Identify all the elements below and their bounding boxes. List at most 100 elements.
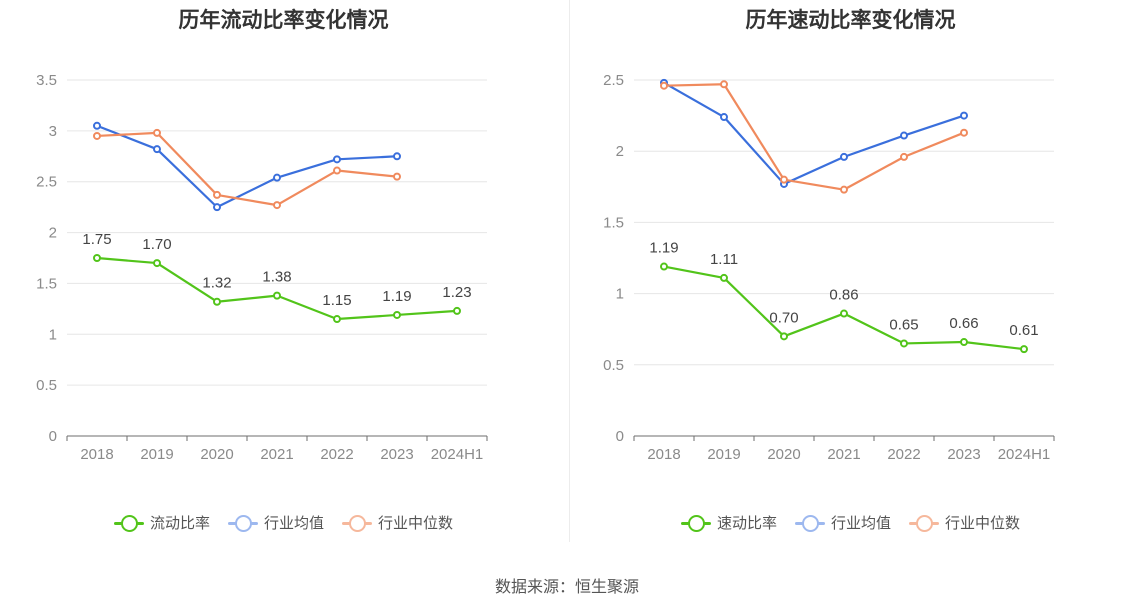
legend-item[interactable]: 行业均值 [227, 512, 324, 533]
x-tick-label: 2022 [887, 446, 920, 463]
data-point [900, 339, 908, 348]
data-label: 0.66 [949, 315, 978, 332]
data-point [333, 155, 341, 164]
data-point [93, 121, 101, 130]
data-point [840, 152, 848, 161]
y-tick-label: 1 [616, 286, 624, 303]
y-tick-label: 1.5 [36, 275, 57, 292]
data-label: 1.19 [382, 288, 411, 305]
data-point [393, 152, 401, 161]
data-point [900, 152, 908, 161]
y-tick-label: 0 [616, 428, 624, 445]
data-point [960, 111, 968, 120]
legend-item[interactable]: 速动比率 [680, 512, 777, 533]
x-tick-label: 2023 [380, 446, 413, 463]
data-point [273, 173, 281, 182]
y-tick-label: 1 [49, 326, 57, 343]
data-point [153, 259, 161, 268]
data-label: 1.38 [262, 269, 291, 286]
data-label: 0.86 [829, 287, 858, 304]
legend-item[interactable]: 行业中位数 [909, 512, 1020, 533]
x-tick-label: 2022 [320, 446, 353, 463]
data-point [393, 172, 401, 181]
data-point [213, 203, 221, 212]
data-point [333, 166, 341, 175]
data-label: 0.61 [1009, 322, 1038, 339]
y-tick-label: 3 [49, 123, 57, 140]
x-tick-label: 2020 [767, 446, 800, 463]
panel-divider [569, 0, 570, 542]
data-label: 1.19 [649, 240, 678, 257]
data-point [273, 291, 281, 300]
data-label: 1.15 [322, 292, 351, 309]
data-label: 0.70 [769, 309, 798, 326]
data-point [213, 190, 221, 199]
data-point [453, 306, 461, 315]
current-ratio-panel: 历年流动比率变化情况 0 0.5 1 1.5 2 2.5 3 3.5 2018 2019 2020 2… [0, 0, 567, 560]
data-point [960, 128, 968, 137]
data-point [720, 80, 728, 89]
data-point [273, 201, 281, 210]
x-tick-label: 2019 [140, 446, 173, 463]
data-point [660, 262, 668, 271]
chart-legend: 流动比率 行业均值 行业中位数 [0, 512, 567, 533]
y-tick-label: 0.5 [36, 377, 57, 394]
legend-marker-icon [794, 514, 825, 532]
x-tick-label: 2018 [647, 446, 680, 463]
legend-marker-icon [342, 514, 372, 532]
chart-title: 历年速动比率变化情况 [745, 9, 956, 32]
legend-label: 行业中位数 [945, 515, 1021, 532]
legend-item[interactable]: 流动比率 [113, 512, 210, 533]
data-label: 1.70 [142, 236, 171, 253]
legend-label: 行业均值 [830, 515, 891, 532]
legend-label: 行业中位数 [378, 515, 454, 532]
y-tick-label: 1.5 [603, 214, 624, 231]
current-ratio-chart: 0 0.5 1 1.5 2 2.5 3 3.5 2018 2019 2020 2021 2022 2023… [36, 72, 488, 463]
x-tick-label: 2023 [947, 446, 980, 463]
data-point [93, 131, 101, 140]
quick-ratio-chart: 0 0.5 1 1.5 2 2.5 2018 2019 2020 2021 2022 2023 2024… [603, 72, 1055, 463]
series-line-industry-mean [96, 124, 398, 209]
x-tick-label: 2019 [707, 446, 740, 463]
legend-item[interactable]: 行业中位数 [342, 512, 453, 533]
legend-marker-icon [227, 514, 258, 532]
legend-label: 速动比率 [716, 515, 777, 532]
data-point [660, 81, 668, 90]
data-point [153, 145, 161, 154]
y-tick-label: 2.5 [36, 174, 57, 191]
quick-ratio-panel: 历年速动比率变化情况 0 0.5 1 1.5 2 2.5 2018 2019 2020 2021 2… [567, 0, 1134, 560]
legend-marker-icon [113, 514, 144, 532]
x-tick-label: 2020 [200, 446, 233, 463]
legend-item[interactable]: 行业均值 [794, 512, 891, 533]
data-point [333, 315, 341, 324]
y-tick-label: 3.5 [36, 72, 57, 89]
data-point [1020, 345, 1028, 354]
x-tick-label: 2024H1 [998, 446, 1051, 463]
data-point [840, 309, 848, 318]
y-tick-label: 2 [616, 143, 624, 160]
chart-title: 历年流动比率变化情况 [178, 9, 389, 32]
x-tick-label: 2021 [827, 446, 860, 463]
data-point [840, 185, 848, 194]
data-label: 1.32 [202, 275, 231, 292]
data-point [153, 128, 161, 137]
series-line-industry-mean [663, 81, 965, 186]
data-point [93, 254, 101, 262]
data-point [960, 338, 968, 347]
data-point [900, 131, 908, 140]
legend-label: 流动比率 [149, 515, 210, 532]
legend-marker-icon [680, 514, 711, 532]
x-tick-label: 2021 [260, 446, 293, 463]
data-label: 0.65 [889, 316, 918, 333]
data-point [393, 310, 401, 319]
data-source: 数据来源：恒生聚源 [494, 579, 639, 596]
y-tick-label: 2 [49, 225, 57, 242]
data-label: 1.23 [442, 284, 471, 301]
series-line-industry-median [96, 131, 398, 207]
data-point [780, 175, 788, 184]
legend-marker-icon [909, 514, 939, 532]
x-tick-label: 2018 [80, 446, 113, 463]
data-point [780, 332, 788, 341]
chart-legend: 速动比率 行业均值 行业中位数 [567, 512, 1134, 533]
data-point [720, 113, 728, 122]
